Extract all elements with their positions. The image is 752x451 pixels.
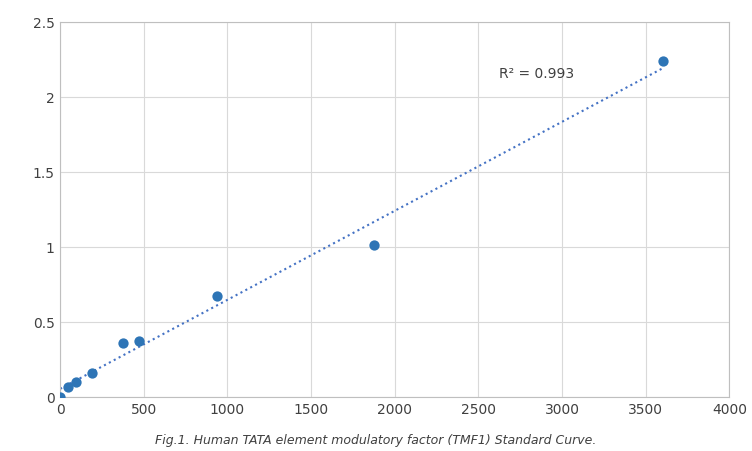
Point bbox=[70, 378, 82, 386]
Text: R² = 0.993: R² = 0.993 bbox=[499, 67, 574, 81]
Point bbox=[86, 369, 98, 377]
Text: Fig.1. Human TATA element modulatory factor (TMF1) Standard Curve.: Fig.1. Human TATA element modulatory fac… bbox=[156, 433, 596, 446]
Point bbox=[62, 383, 74, 391]
Point bbox=[117, 339, 129, 346]
Point bbox=[132, 338, 144, 345]
Point bbox=[211, 293, 223, 300]
Point bbox=[54, 393, 66, 400]
Point bbox=[368, 242, 380, 249]
Point bbox=[656, 58, 669, 65]
